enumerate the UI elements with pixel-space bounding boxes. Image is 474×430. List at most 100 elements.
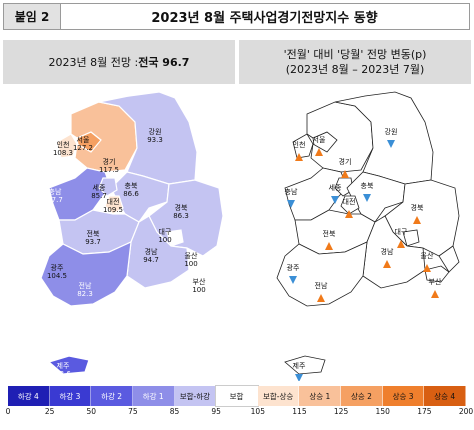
region-name-label: 전북 bbox=[87, 229, 100, 238]
region-name-label: 대구 bbox=[159, 228, 172, 236]
page-header: 붙임 2 2023년 8월 주택사업경기전망지수 동향 bbox=[3, 3, 470, 30]
forecast-map-panel: 인천 108.3 서울 127.2 경기 117.5 강원 93.3 충북 86.6 충남 77.7 세… bbox=[3, 84, 235, 381]
change-region-label: 경남 bbox=[381, 247, 394, 256]
up-arrow-icon bbox=[383, 260, 391, 268]
down-arrow-icon bbox=[363, 194, 371, 202]
region-value-label: 93.3 bbox=[147, 136, 163, 144]
region-name-label: 인천 bbox=[57, 140, 70, 149]
legend-item: 상승 2 bbox=[341, 386, 383, 406]
region-인천[interactable] bbox=[56, 133, 78, 159]
region-충남[interactable] bbox=[48, 167, 112, 221]
legend-item: 보합-상승 bbox=[257, 386, 300, 406]
region-value-label: 117.5 bbox=[99, 166, 119, 174]
up-arrow-icon bbox=[413, 216, 421, 224]
right-title-line2: (2023년 8월 – 2023년 7월) bbox=[285, 63, 425, 76]
legend-tick: 115 bbox=[292, 407, 307, 416]
change-region-제주[interactable] bbox=[284, 355, 326, 375]
up-arrow-icon bbox=[317, 294, 325, 302]
change-map-panel: 인천 서울 경기 강원 충남 세종 충북 대전 경북 대구 전북 경남 울산 부산 광주 전남 제주 bbox=[239, 84, 471, 381]
legend-item: 하강 1 bbox=[132, 386, 175, 406]
up-arrow-icon bbox=[341, 170, 349, 178]
region-대구[interactable] bbox=[166, 229, 184, 247]
region-name-label: 울산 bbox=[185, 251, 198, 260]
change-region-label: 서울 bbox=[313, 135, 326, 144]
region-name-label: 대전 bbox=[107, 197, 120, 206]
legend-tick: 0 bbox=[5, 407, 11, 416]
region-경남[interactable] bbox=[126, 215, 190, 289]
region-value-label: 73.6 bbox=[55, 370, 71, 378]
region-value-label: 85.7 bbox=[91, 192, 107, 200]
region-name-label: 경기 bbox=[103, 157, 116, 166]
legend-tick: 200 bbox=[458, 407, 474, 416]
region-value-label: 100 bbox=[192, 286, 205, 294]
region-value-label: 77.7 bbox=[47, 196, 63, 204]
legend-tick: 175 bbox=[417, 407, 432, 416]
region-name-label: 제주 bbox=[57, 362, 70, 370]
change-region-label: 울산 bbox=[421, 251, 434, 260]
legend-item: 하강 3 bbox=[49, 386, 92, 406]
region-울산[interactable] bbox=[202, 245, 224, 273]
change-region-label: 대전 bbox=[343, 197, 356, 206]
region-전남[interactable] bbox=[40, 241, 132, 307]
legend-item: 상승 3 bbox=[382, 386, 425, 406]
region-name-label: 경남 bbox=[145, 247, 158, 256]
region-value-label: 108.3 bbox=[53, 149, 73, 157]
change-region-부산[interactable] bbox=[424, 265, 450, 283]
change-region-전남[interactable] bbox=[276, 241, 368, 307]
legend-tick: 125 bbox=[333, 407, 349, 416]
up-arrow-icon bbox=[397, 240, 405, 248]
change-region-대전[interactable] bbox=[340, 195, 360, 215]
page-title: 2023년 8월 주택사업경기전망지수 동향 bbox=[151, 11, 378, 26]
up-arrow-icon bbox=[431, 290, 439, 298]
change-region-label: 전북 bbox=[323, 229, 336, 238]
change-region-label: 충북 bbox=[361, 181, 374, 190]
change-region-label: 충남 bbox=[285, 187, 298, 196]
up-arrow-icon bbox=[345, 210, 353, 218]
region-세종[interactable] bbox=[98, 177, 118, 197]
legend-tick: 85 bbox=[169, 407, 180, 416]
region-name-label: 세종 bbox=[93, 183, 106, 192]
change-region-인천[interactable] bbox=[292, 133, 314, 159]
region-name-label: 충남 bbox=[49, 187, 62, 196]
region-value-label: 86.3 bbox=[173, 212, 189, 220]
region-value-label: 104.5 bbox=[47, 272, 67, 280]
legend-tick: 75 bbox=[128, 407, 138, 416]
down-arrow-icon bbox=[331, 196, 339, 204]
region-value-label: 86.6 bbox=[123, 190, 139, 198]
down-arrow-icon bbox=[289, 276, 297, 284]
region-대전[interactable] bbox=[104, 195, 124, 215]
left-title-national: 전국 96.7 bbox=[138, 55, 190, 69]
legend-item: 보합 bbox=[215, 385, 259, 407]
down-arrow-icon bbox=[295, 374, 303, 381]
region-name-label: 서울 bbox=[77, 135, 90, 144]
change-region-울산[interactable] bbox=[438, 245, 460, 273]
region-충북[interactable] bbox=[110, 171, 170, 223]
region-value-label: 109.5 bbox=[103, 206, 123, 214]
region-value-label: 100 bbox=[158, 236, 171, 244]
region-부산[interactable] bbox=[188, 265, 214, 283]
region-name-label: 전남 bbox=[79, 281, 92, 290]
legend-item: 상승 1 bbox=[299, 386, 342, 406]
legend-tick: 25 bbox=[44, 407, 55, 416]
change-region-경북[interactable] bbox=[384, 179, 460, 257]
region-name-label: 충북 bbox=[125, 181, 138, 190]
region-경북[interactable] bbox=[148, 179, 224, 257]
change-region-경남[interactable] bbox=[362, 215, 426, 289]
change-region-label: 인천 bbox=[293, 140, 306, 149]
color-legend: 하강 4 하강 3 하강 2 하강 1 보합-하강 보합 보합-상승 상승 1 상승 2 상승 3… bbox=[8, 385, 467, 407]
region-name-label: 강원 bbox=[149, 127, 162, 136]
region-제주[interactable] bbox=[47, 355, 90, 375]
change-region-충북[interactable] bbox=[346, 171, 406, 223]
region-value-label: 82.3 bbox=[77, 290, 93, 298]
legend-tick: 150 bbox=[375, 407, 390, 416]
region-value-label: 100 bbox=[184, 260, 197, 268]
change-region-대구[interactable] bbox=[402, 229, 420, 247]
legend-item: 보합-하강 bbox=[174, 386, 217, 406]
legend-item: 하강 4 bbox=[8, 386, 50, 406]
right-title-line1: '전월' 대비 '당월' 전망 변동(p) bbox=[283, 48, 427, 61]
change-region-label: 강원 bbox=[385, 127, 398, 136]
legend-ticks: 0 25 50 75 85 95 105 115 125 150 175 200 bbox=[5, 407, 474, 421]
region-value-label: 127.2 bbox=[73, 144, 93, 152]
